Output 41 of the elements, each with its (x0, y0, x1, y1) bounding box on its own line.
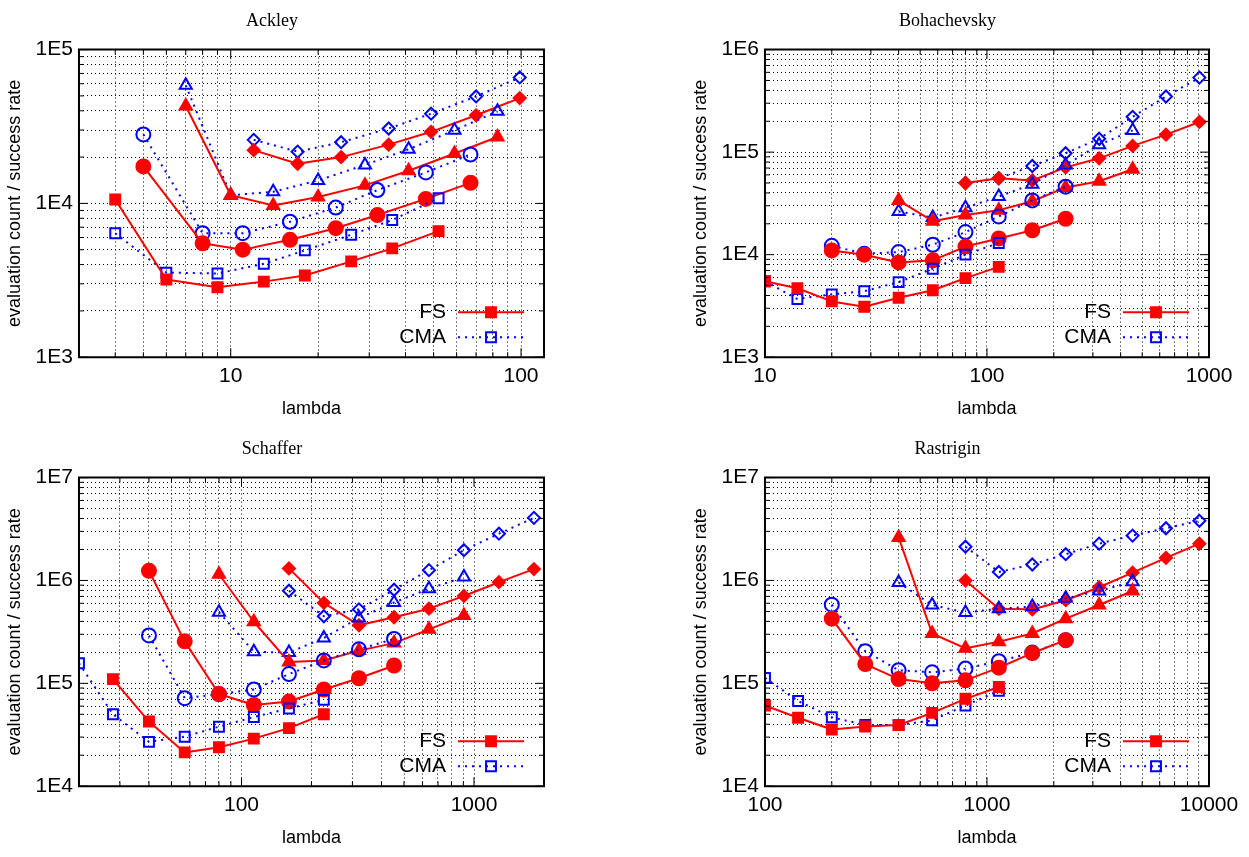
y-tick-label: 1E5 (721, 670, 759, 694)
x-tick-label: 100 (969, 362, 1005, 386)
y-tick-label: 1E5 (35, 36, 73, 60)
y-tick-label: 1E4 (35, 190, 74, 214)
y-axis-title: evaluation count / success rate (3, 79, 24, 327)
x-axis-title: lambda (957, 398, 1018, 419)
x-tick-label: 10 (219, 362, 243, 386)
legend-label: FS (1084, 299, 1111, 322)
x-axis-title: lambda (957, 827, 1018, 848)
chart-title: Ackley (246, 9, 298, 30)
legend-label: FS (419, 299, 446, 322)
chart-title: Rastrigin (914, 437, 981, 458)
y-tick-label: 1E6 (721, 567, 759, 591)
y-tick-label: 1E5 (35, 670, 73, 694)
x-tick-label: 1000 (1185, 362, 1233, 386)
y-axis-title: evaluation count / success rate (689, 508, 710, 756)
chart-title: Schaffer (241, 437, 303, 458)
y-axis-title: evaluation count / success rate (3, 508, 24, 756)
legend-label: CMA (1064, 753, 1111, 776)
x-tick-label: 100 (503, 362, 539, 386)
y-tick-label: 1E5 (721, 138, 759, 162)
y-tick-label: 1E7 (35, 464, 73, 488)
y-axis-title: evaluation count / success rate (689, 79, 710, 327)
legend-label: FS (1084, 728, 1111, 751)
x-tick-label: 1000 (450, 791, 498, 815)
chart-title: Bohachevsky (899, 9, 996, 30)
x-axis-title: lambda (281, 827, 342, 848)
y-tick-label: 1E6 (721, 36, 759, 60)
y-tick-label: 1E3 (35, 344, 73, 367)
legend-label: CMA (1064, 324, 1111, 347)
y-tick-label: 1E4 (35, 773, 74, 796)
legend-label: CMA (399, 324, 446, 347)
y-tick-label: 1E6 (35, 567, 73, 591)
legend-label: CMA (399, 753, 446, 776)
x-tick-label: 10000 (1179, 791, 1239, 815)
legend-label: FS (419, 728, 446, 751)
x-tick-label: 1000 (963, 791, 1011, 815)
y-tick-label: 1E7 (721, 464, 759, 488)
x-axis-title: lambda (281, 398, 342, 419)
y-tick-label: 1E4 (721, 241, 760, 265)
x-tick-label: 100 (223, 791, 260, 815)
